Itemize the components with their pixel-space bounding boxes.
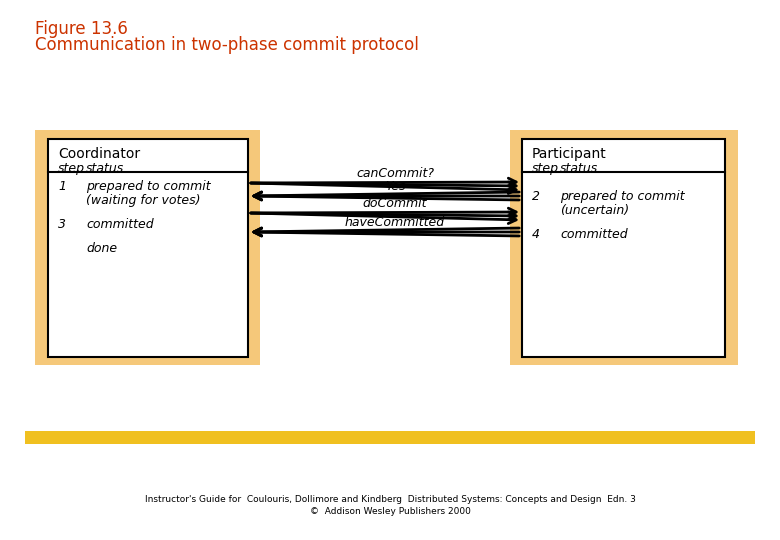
Text: Figure 13.6: Figure 13.6 [35, 20, 128, 38]
Text: Participant: Participant [532, 147, 607, 161]
Text: haveCommitted: haveCommitted [345, 216, 445, 229]
Text: prepared to commit: prepared to commit [86, 180, 211, 193]
Text: ©  Addison Wesley Publishers 2000: © Addison Wesley Publishers 2000 [310, 507, 470, 516]
Text: canCommit?: canCommit? [356, 167, 434, 180]
FancyBboxPatch shape [25, 431, 755, 444]
Text: prepared to commit: prepared to commit [560, 190, 685, 203]
Text: status: status [560, 162, 598, 175]
Text: committed: committed [560, 228, 628, 241]
Text: doCommit: doCommit [363, 197, 427, 210]
FancyBboxPatch shape [522, 139, 725, 357]
Text: step: step [58, 162, 85, 175]
Text: 4: 4 [532, 228, 540, 241]
FancyBboxPatch shape [48, 139, 248, 357]
Text: status: status [86, 162, 124, 175]
Text: (uncertain): (uncertain) [560, 204, 629, 217]
Text: Communication in two-phase commit protocol: Communication in two-phase commit protoc… [35, 36, 419, 54]
Text: Yes: Yes [385, 180, 406, 193]
Text: Coordinator: Coordinator [58, 147, 140, 161]
Text: step: step [532, 162, 559, 175]
Text: done: done [86, 242, 117, 255]
Text: 3: 3 [58, 218, 66, 231]
Text: (waiting for votes): (waiting for votes) [86, 194, 200, 207]
Text: committed: committed [86, 218, 154, 231]
Text: 1: 1 [58, 180, 66, 193]
Text: 2: 2 [532, 190, 540, 203]
FancyBboxPatch shape [35, 130, 260, 365]
FancyBboxPatch shape [510, 130, 738, 365]
Text: Instructor's Guide for  Coulouris, Dollimore and Kindberg  Distributed Systems: : Instructor's Guide for Coulouris, Dollim… [144, 495, 636, 504]
